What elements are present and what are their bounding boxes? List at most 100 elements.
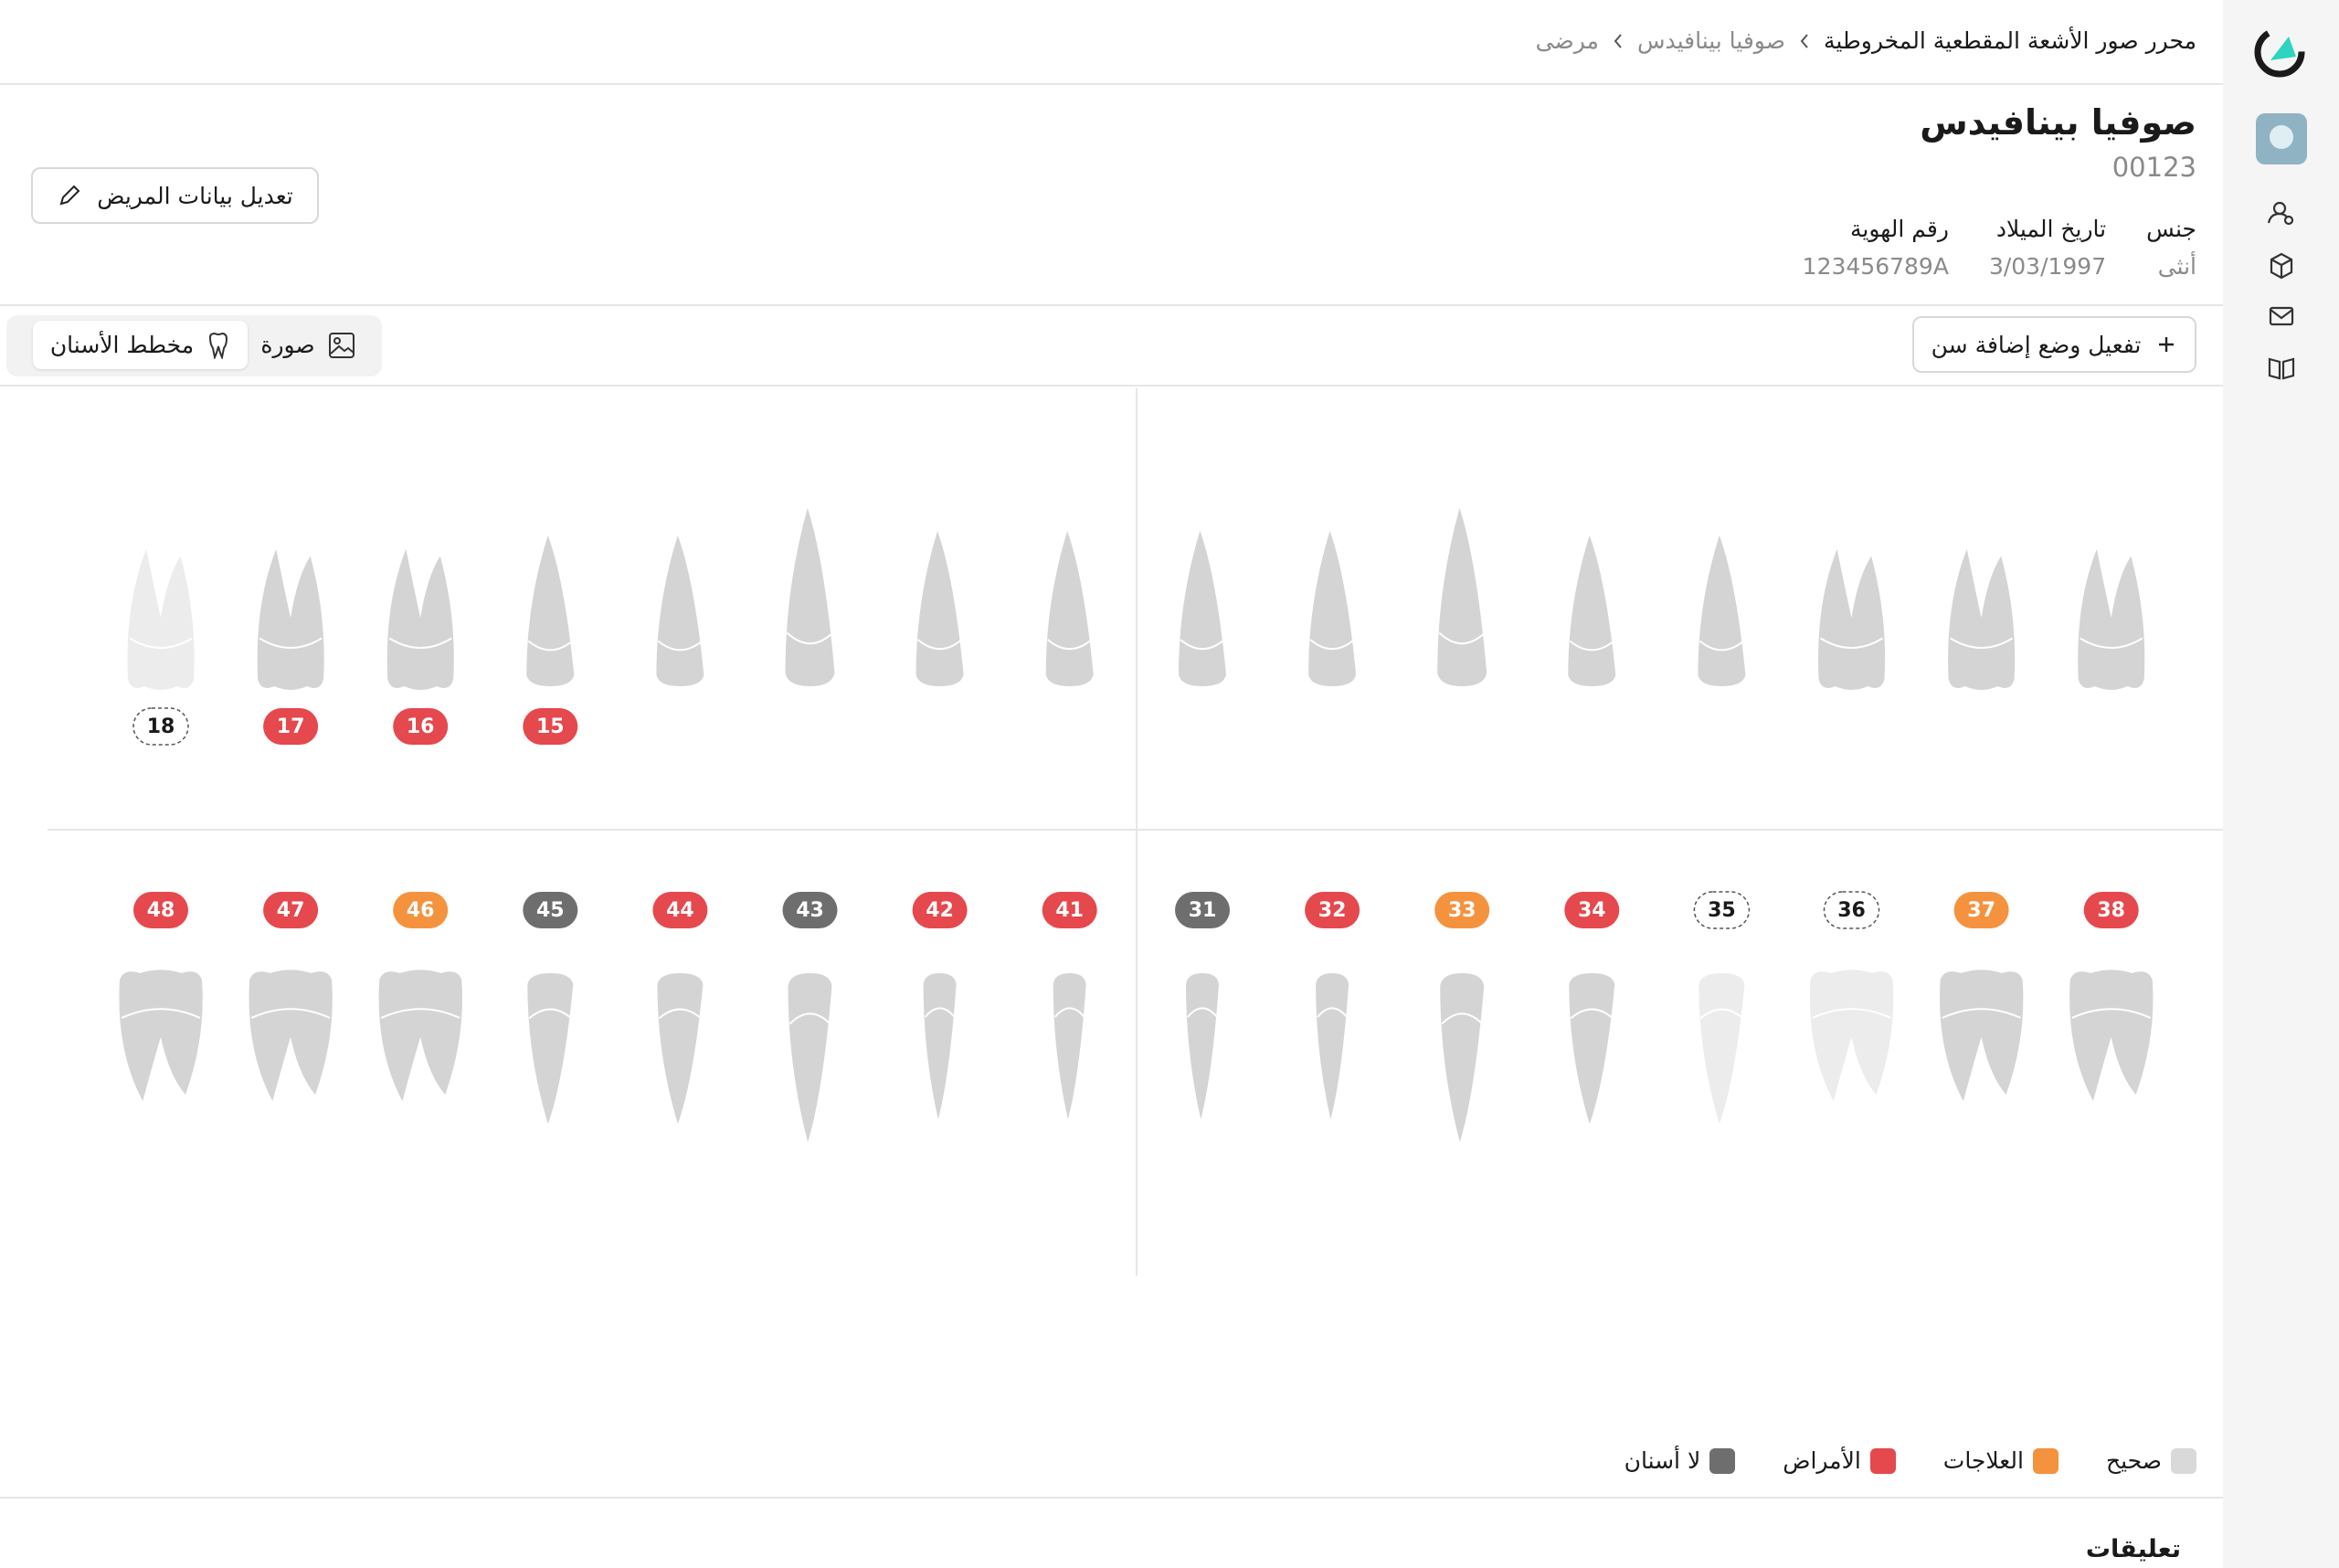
tooth [1940,969,2024,1101]
crown-line [1047,639,1093,651]
book-icon[interactable] [2268,357,2295,380]
tooth-badge [523,708,578,745]
tooth [1053,973,1086,1119]
tooth [249,969,333,1101]
tab-dental-chart[interactable]: مخطط الأسنان [33,321,248,369]
tooth-shape [1179,531,1226,686]
tooth-badge [2083,892,2139,928]
tooth [1698,535,1746,686]
tooth-number: 44 [666,899,694,922]
tooth [1437,508,1487,686]
tooth [1316,973,1349,1119]
tooth-badge [1823,891,1880,929]
tooth-badge [132,707,189,746]
tooth [1308,531,1357,686]
tooth-number: 45 [536,899,565,922]
legend-label: صحيح [2105,1447,2162,1474]
tooth-number: 36 [1837,899,1866,922]
tooth-badge [1693,891,1751,929]
tooth-shape [1809,969,1894,1101]
legend-label: الأمراض [1783,1447,1861,1474]
crown-line [786,631,834,645]
tooth-number: 33 [1448,899,1476,922]
tooth-shape [1316,973,1349,1119]
comments-title: تعليقات [2085,1535,2181,1563]
tooth-shape [1045,531,1094,686]
tooth-shape [1698,535,1746,686]
tooth-shape [656,535,704,686]
tooth-number: 37 [1967,899,1995,922]
tooth-shape [1437,508,1487,686]
tooth-number: 47 [277,899,305,922]
tooth [1568,535,1616,686]
tooth [1045,531,1094,686]
tooth-badge [523,892,578,928]
divider [0,1497,2223,1499]
tooth-shape [526,535,575,686]
tooth-badge [133,892,188,928]
crown-line [1053,1007,1085,1018]
crown-line [1819,637,1884,649]
legend-item: صحيح [2106,1447,2196,1474]
sidebar [2223,0,2339,1568]
sidebar-icons [2254,26,2307,380]
tooth-shape [1569,973,1615,1124]
tooth-shape [923,973,957,1119]
field-value: 123456789A [1802,253,1949,280]
tooth-number: 15 [536,715,565,738]
breadcrumb-item[interactable]: محرر صور الأشعة المقطعية المخروطية [1823,27,2196,54]
tooth-shape [527,973,574,1124]
crown-line [658,1008,703,1020]
mail-icon[interactable] [2269,306,2294,326]
tooth [923,973,957,1119]
pencil-icon [59,185,80,206]
crown-line [1699,1008,1744,1020]
tooth-shape [1948,549,2016,690]
tooth-shape [657,973,704,1124]
legend-swatch [1709,1447,1736,1474]
legend-label: لا أسنان [1624,1447,1701,1474]
patient-name: صوفيا بينافيدس [1920,102,2196,143]
tooth [1179,531,1226,686]
tooth [526,535,575,686]
legend: صحيح العلاجات الأمراض لا أسنان [1625,1447,2196,1474]
tooth [119,969,203,1101]
crown-line [924,1007,956,1018]
tooth-badge [393,708,449,745]
tab-image[interactable]: صورة [239,321,376,369]
legend-swatch [2171,1447,2196,1474]
breadcrumb-item[interactable]: صوفيا بينافيدس [1636,27,1785,54]
tooth-number: 18 [147,715,175,738]
tooth-number: 43 [796,899,824,922]
crown-line [121,1008,201,1019]
legend-swatch [2032,1447,2059,1474]
tooth-number: 42 [926,899,954,922]
legend-item: الأمراض [1783,1447,1896,1474]
tab-label: صورة [260,332,315,358]
patients-icon[interactable] [2267,201,2294,226]
edit-patient-button[interactable]: تعديل بيانات المريض [31,167,319,224]
tooth-shape [119,969,203,1101]
tooth [1699,973,1745,1124]
field-label: جنس [2146,216,2196,242]
tooth-number: 48 [147,899,175,922]
tooth-badge [782,892,838,928]
tooth-shape [386,549,454,690]
tooth-badge [1305,892,1360,928]
tooth [785,508,835,686]
field-label: رقم الهوية [1849,216,1949,242]
breadcrumb-item[interactable]: مرضى [1535,27,1599,54]
tooth [257,549,324,690]
tooth-badge [263,892,319,928]
legend-item: لا أسنان [1625,1447,1736,1474]
tooth [1809,969,1894,1101]
crown-line [1317,1007,1348,1018]
field-value: 3/03/1997 [1988,253,2107,280]
legend-swatch [1869,1447,1896,1474]
add-tooth-button[interactable]: تفعيل وضع إضافة سن [1912,316,2196,373]
breadcrumb: محرر صور الأشعة المقطعية المخروطية صوفيا … [1536,27,2196,54]
patient-field: تاريخ الميلاد 3/03/1997 [1989,216,2106,280]
box-icon[interactable] [2270,252,2293,280]
tooth-icon [209,332,228,359]
